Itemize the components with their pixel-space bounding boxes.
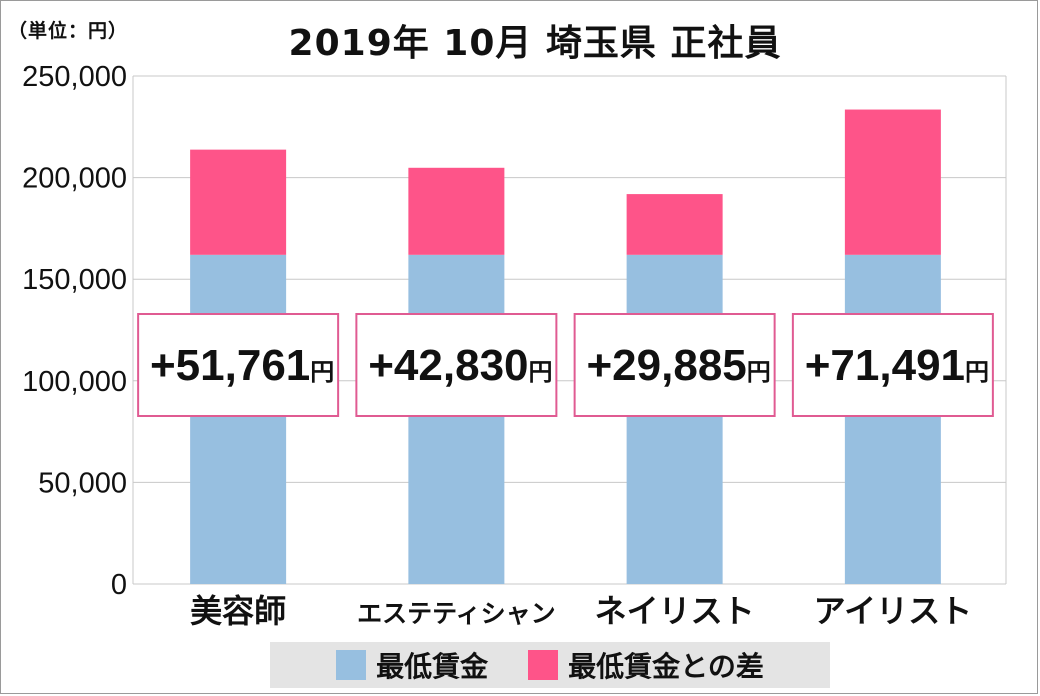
y-tick-label-4: 200,000 xyxy=(22,163,127,195)
annotation-box-0 xyxy=(137,313,340,417)
x-tick-label-0: 美容師 xyxy=(190,592,286,630)
annotation-unit-2: 円 xyxy=(747,358,771,386)
bar-0-0 xyxy=(190,254,287,585)
annotation-value-0: +51,761 xyxy=(150,341,310,390)
legend-swatch-diff xyxy=(528,650,559,680)
legend: 最低賃金 最低賃金との差 xyxy=(270,642,830,688)
legend-label-diff: 最低賃金との差 xyxy=(568,650,764,683)
bar-1-0 xyxy=(190,149,287,255)
annotation-label-3: +71,491円 xyxy=(805,341,989,390)
bar-0-1 xyxy=(408,254,505,585)
annotation-unit-3: 円 xyxy=(965,358,989,386)
chart-title: 2019年 10月 埼玉県 正社員 xyxy=(288,23,782,64)
annotation-unit-0: 円 xyxy=(310,358,334,386)
annotation-label-1: +42,830円 xyxy=(368,341,552,390)
annotation-value-1: +42,830 xyxy=(368,341,528,390)
annotation-box-1 xyxy=(355,313,558,417)
x-tick-label-1: エステティシャン xyxy=(357,599,556,628)
bar-1-1 xyxy=(408,167,505,255)
y-tick-label-2: 100,000 xyxy=(22,366,127,398)
annotation-box-3 xyxy=(791,313,994,417)
annotation-box-2 xyxy=(573,313,776,417)
bar-0-2 xyxy=(626,254,723,585)
legend-label-min-wage: 最低賃金 xyxy=(376,650,489,683)
annotation-label-0: +51,761円 xyxy=(150,341,334,390)
y-tick-label-0: 0 xyxy=(111,569,127,601)
annotation-value-3: +71,491 xyxy=(805,341,965,390)
bar-1-2 xyxy=(626,194,723,255)
x-tick-label-2: ネイリスト xyxy=(595,592,755,630)
legend-item-min-wage: 最低賃金 xyxy=(336,645,488,685)
annotation-unit-1: 円 xyxy=(529,358,553,386)
x-tick-label-3: アイリスト xyxy=(814,592,972,630)
unit-label: （単位：円） xyxy=(8,20,129,42)
annotation-value-2: +29,885 xyxy=(586,341,746,390)
legend-swatch-min-wage xyxy=(336,650,367,680)
y-tick-label-5: 250,000 xyxy=(22,61,127,93)
y-tick-label-1: 50,000 xyxy=(38,467,127,499)
bar-0-3 xyxy=(844,254,941,585)
legend-item-diff: 最低賃金との差 xyxy=(528,645,764,685)
y-tick-label-3: 150,000 xyxy=(22,264,127,296)
annotation-label-2: +29,885円 xyxy=(586,341,770,390)
bar-1-3 xyxy=(844,109,941,255)
